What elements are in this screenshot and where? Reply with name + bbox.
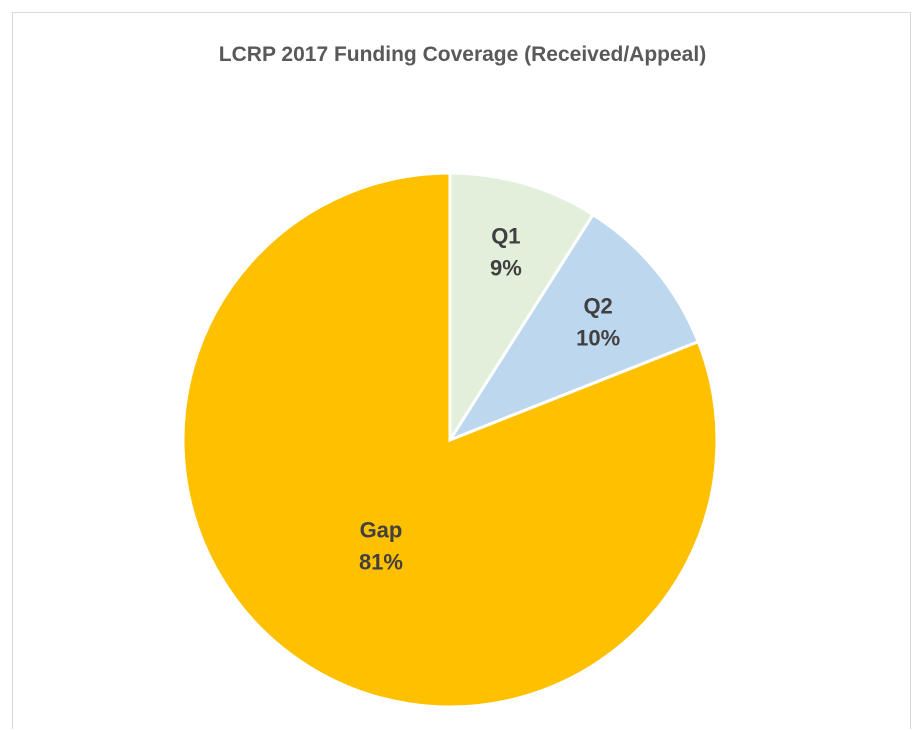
chart-title: LCRP 2017 Funding Coverage (Received/App… xyxy=(218,43,707,66)
slice-label-q1: Q1 xyxy=(491,224,520,249)
pie-chart: Q1 9% Q2 10% Gap 81% xyxy=(181,171,719,709)
chart-area: LCRP 2017 Funding Coverage (Received/App… xyxy=(12,12,911,729)
pie-slice-q2 xyxy=(446,212,701,444)
slice-label-q2: Q2 xyxy=(583,293,612,318)
pie-slice-q1 xyxy=(448,171,596,446)
slice-value-q1: 9% xyxy=(490,256,522,281)
slice-value-gap: 81% xyxy=(359,550,403,575)
pie-slice-gap xyxy=(181,171,719,709)
slice-value-q2: 10% xyxy=(576,325,620,350)
slice-label-gap: Gap xyxy=(360,518,403,543)
